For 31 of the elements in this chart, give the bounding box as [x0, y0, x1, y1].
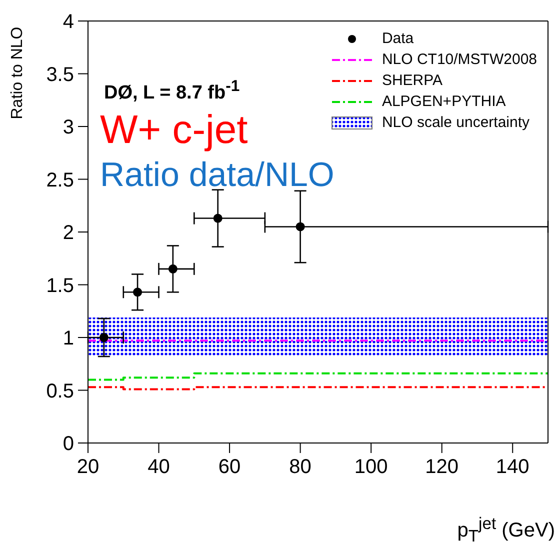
y-tick-label: 0.5 [46, 380, 74, 402]
y-axis-title: Ratio to NLO [9, 26, 27, 122]
y-tick-label: 2 [62, 222, 74, 244]
annotation: DØ, L = 8.7 fb$^{-1}$ [104, 78, 240, 104]
point [296, 222, 305, 232]
x-tick-label: 100 [354, 456, 388, 478]
y-tick-label: 3.5 [46, 64, 74, 86]
point [213, 214, 222, 223]
legend-label: NLO scale uncertainty [382, 113, 530, 133]
x-axis-title: p$_{T}$$^{jet}$ (GeV) [457, 514, 555, 547]
y-tick-label: 1.5 [46, 274, 74, 297]
point [99, 332, 108, 342]
y-tick-label: 3 [62, 116, 74, 139]
x-tick-label: 60 [218, 456, 241, 478]
legend-label: Data [382, 29, 414, 49]
y-tick-label: 1 [62, 328, 74, 350]
point [168, 264, 178, 274]
x-tick-label: 140 [496, 456, 530, 478]
y-tick-label: 4 [62, 11, 74, 34]
x-tick-label: 120 [425, 456, 459, 478]
y-tick-label: 2.5 [46, 169, 74, 192]
x-tick-label: 40 [148, 456, 170, 478]
annotation: W+ c-jet [100, 108, 248, 153]
annotation: Ratio data/NLO [100, 156, 334, 195]
legend-label: ALPGEN+PYTHIA [382, 92, 506, 112]
legend-label: SHERPA [382, 71, 443, 91]
y-tick-label: 0 [62, 433, 74, 456]
x-tick-label: 80 [289, 456, 312, 478]
legend-label: NLO CT10/MSTW2008 [382, 50, 537, 70]
x-tick-label: 20 [76, 456, 100, 478]
point [133, 288, 142, 297]
